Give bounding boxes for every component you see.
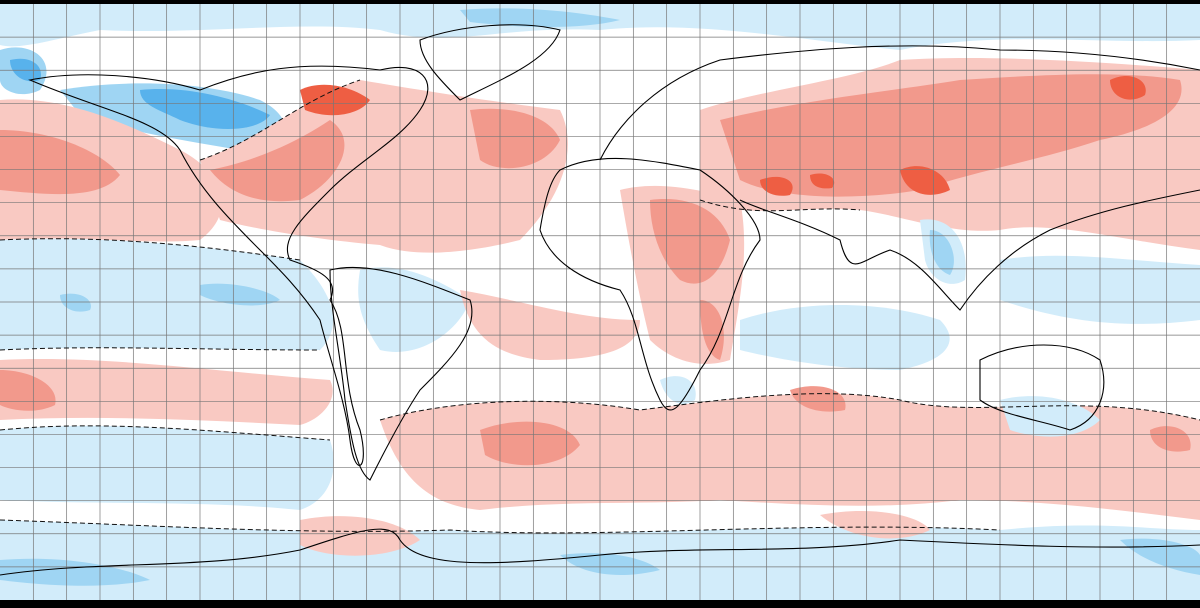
anomaly-area <box>660 376 1100 437</box>
coastline <box>0 528 1200 576</box>
coastlines <box>0 24 1200 576</box>
anomaly-area <box>10 58 270 130</box>
coastline <box>599 45 1200 311</box>
anomaly-area <box>480 386 1191 466</box>
coastline <box>28 65 429 466</box>
anomaly-area <box>740 305 950 370</box>
coastline <box>979 344 1105 431</box>
anomaly-area <box>358 267 470 352</box>
anomaly-area <box>0 370 56 411</box>
anomaly-area <box>460 290 640 360</box>
anomaly-area <box>0 130 120 195</box>
anomaly-area <box>300 84 370 116</box>
coastline <box>539 157 761 411</box>
coastline <box>329 266 473 481</box>
anomaly-area <box>0 8 620 95</box>
graticule <box>0 4 1200 600</box>
coastline <box>419 24 561 101</box>
anomaly-area <box>650 199 730 360</box>
anomaly-area <box>720 74 1182 197</box>
anomaly-area <box>210 108 560 202</box>
anomaly-area <box>920 219 1200 324</box>
anomaly-area <box>380 393 1200 520</box>
contour <box>0 79 1200 534</box>
